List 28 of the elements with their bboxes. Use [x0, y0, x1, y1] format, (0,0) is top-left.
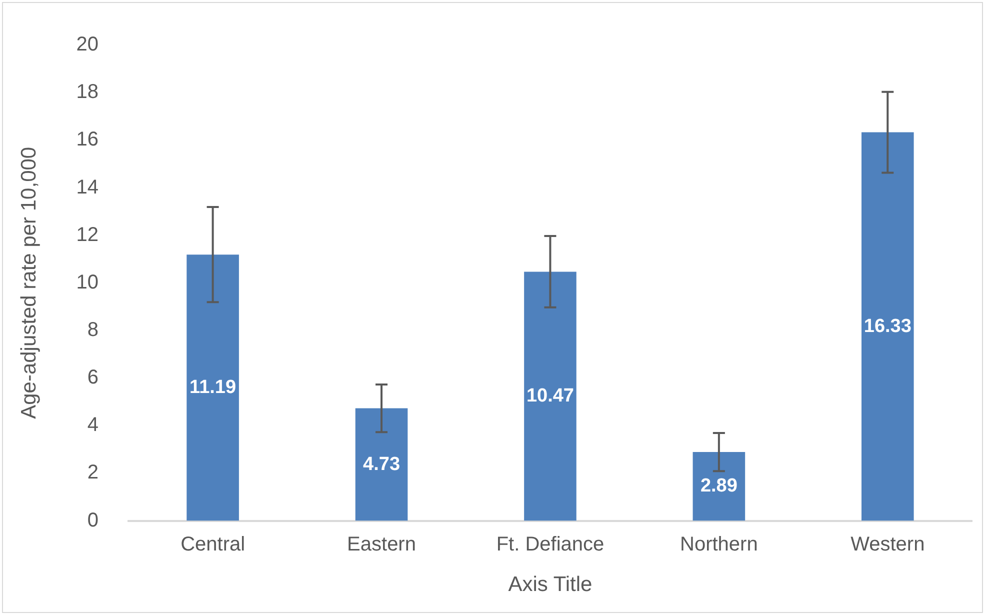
x-axis-title: Axis Title: [508, 573, 592, 596]
bar: [692, 452, 746, 521]
y-tick-label: 8: [87, 318, 98, 341]
y-tick-label: 6: [87, 366, 98, 389]
data-label: 10.47: [526, 385, 574, 406]
x-tick-label: Northern: [680, 533, 758, 556]
y-tick-label: 18: [76, 81, 98, 104]
y-axis-title: Age-adjusted rate per 10,000: [17, 146, 40, 419]
y-tick-label: 12: [76, 224, 98, 246]
x-tick-label: Ft. Defiance: [496, 533, 604, 556]
y-tick-label: 10: [76, 271, 98, 294]
bar: [355, 408, 408, 521]
y-tick-label: 20: [76, 34, 98, 56]
data-label: 4.73: [363, 454, 400, 475]
y-tick-label: 4: [87, 414, 98, 436]
data-label: 16.33: [864, 316, 912, 337]
x-tick-label: Central: [180, 533, 246, 556]
y-tick-label: 2: [87, 462, 98, 484]
data-label: 11.19: [190, 376, 236, 398]
y-tick-label: 16: [76, 128, 98, 151]
x-tick-label: Western: [850, 533, 925, 556]
data-label: 2.89: [700, 476, 738, 497]
bar: [861, 132, 914, 521]
y-tick-label: 14: [76, 176, 98, 198]
bar: [524, 272, 576, 521]
bar: [186, 254, 239, 521]
y-tick-label: 0: [87, 509, 98, 532]
x-tick-label: Eastern: [347, 533, 416, 556]
